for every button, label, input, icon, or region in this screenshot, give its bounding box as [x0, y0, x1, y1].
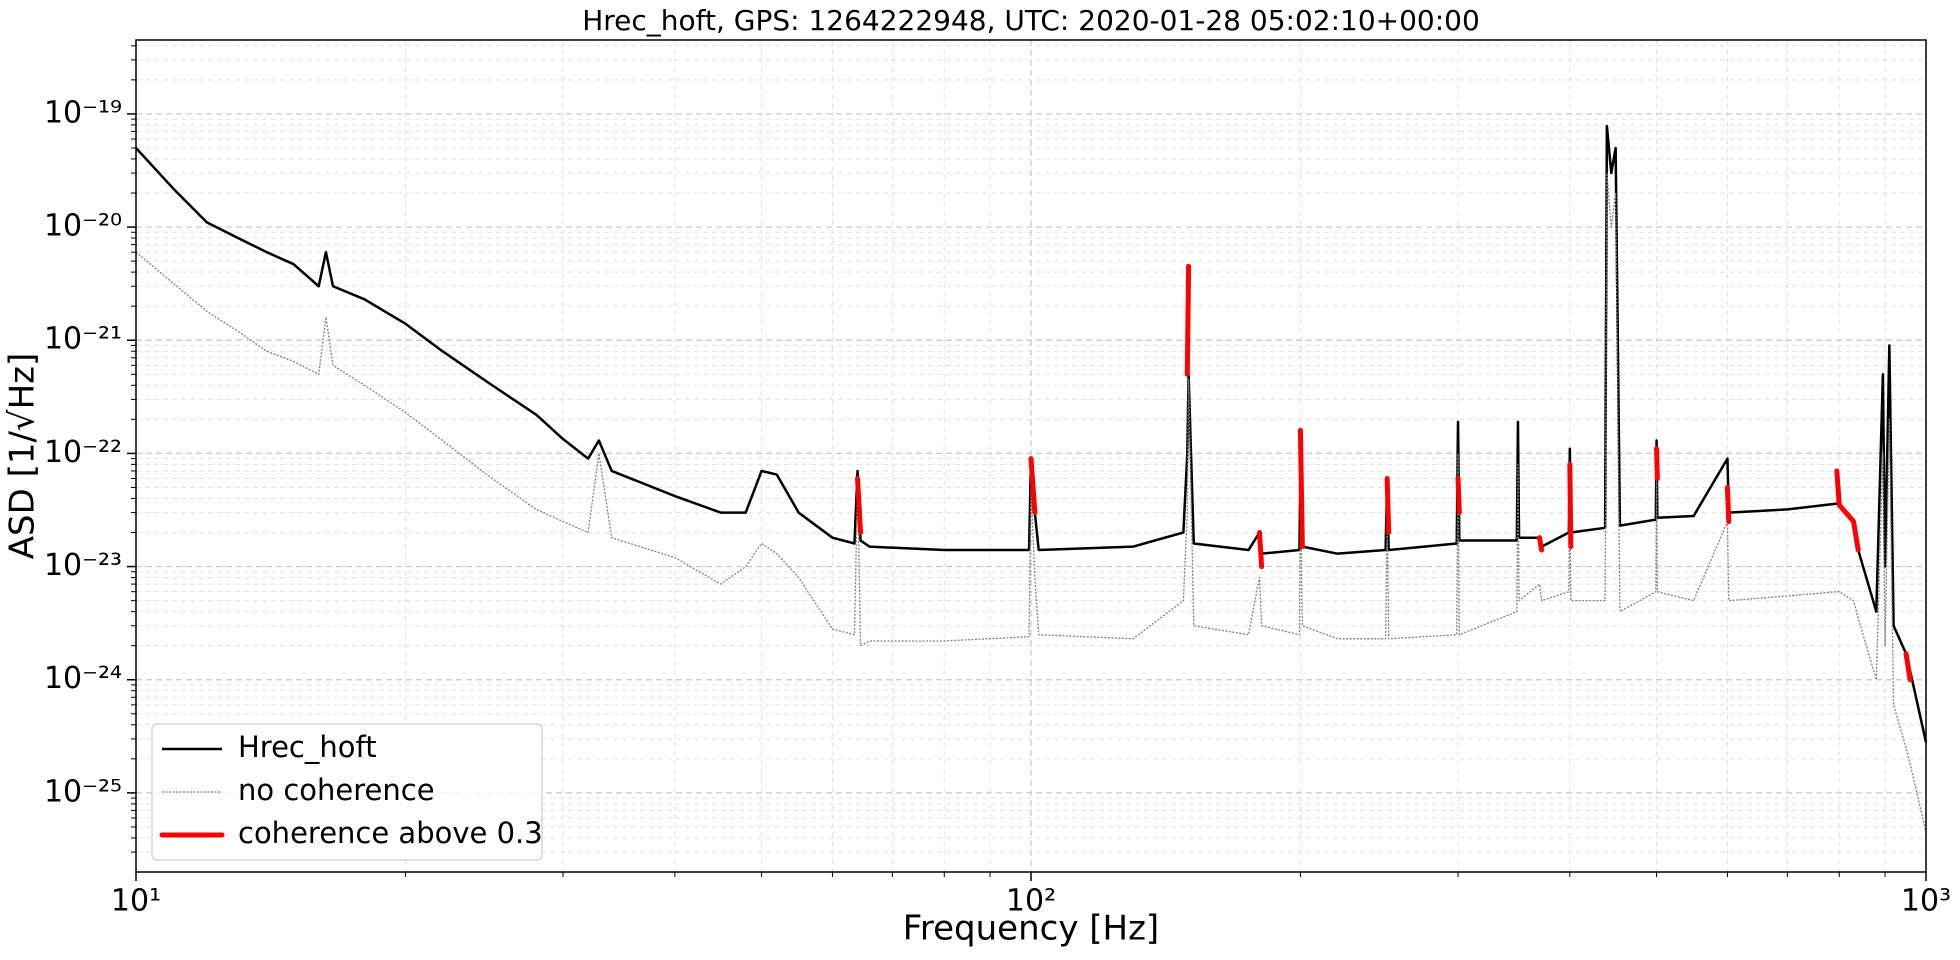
series-line: [1384, 476, 1392, 536]
y-tick-label: 10⁻²³: [44, 548, 122, 583]
series-line: [135, 124, 1928, 743]
y-tick-label: 10⁻²²: [44, 435, 122, 470]
x-tick-label: 10²: [1006, 884, 1056, 919]
series-line: [1537, 535, 1545, 553]
x-axis-label: Frequency [Hz]: [903, 909, 1159, 949]
series-line: [1184, 263, 1192, 377]
plot-lines: [135, 124, 1928, 833]
series-line: [135, 172, 1927, 833]
series-line: [1028, 456, 1038, 516]
series-line: [1834, 468, 1861, 553]
y-tick-label: 10⁻¹⁹: [44, 95, 122, 130]
legend-label: Hrec_hoft: [238, 730, 377, 764]
x-tick-label: 10³: [1901, 884, 1951, 919]
y-tick-label: 10⁻²¹: [44, 322, 122, 357]
legend-label: coherence above 0.3: [238, 816, 543, 850]
legend-box: [151, 723, 543, 861]
series-line: [1654, 446, 1660, 482]
series-line: [1297, 427, 1305, 550]
series-line: [1724, 484, 1732, 525]
y-axis-label: ASD [1/√Hz]: [3, 353, 43, 560]
series-line: [1455, 476, 1462, 516]
y-tick-label: 10⁻²⁵: [44, 774, 122, 809]
legend-label: no coherence: [238, 773, 435, 807]
y-tick-label: 10⁻²⁴: [44, 661, 122, 696]
series-line: [1256, 530, 1265, 570]
axes: 10¹ 10² 10³ 10⁻²⁵ 10⁻²⁴ 10⁻²³ 10⁻²² 10⁻²¹ 10⁻²⁰ 1…: [44, 45, 1951, 919]
series-line: [1567, 461, 1574, 550]
x-tick-label: 10¹: [111, 884, 161, 919]
series-line: [855, 476, 864, 536]
y-tick-label: 10⁻²⁰: [44, 209, 122, 244]
series-line: [1903, 651, 1913, 683]
chart-title: Hrec_hoft, GPS: 1264222948, UTC: 2020-01…: [582, 4, 1480, 37]
